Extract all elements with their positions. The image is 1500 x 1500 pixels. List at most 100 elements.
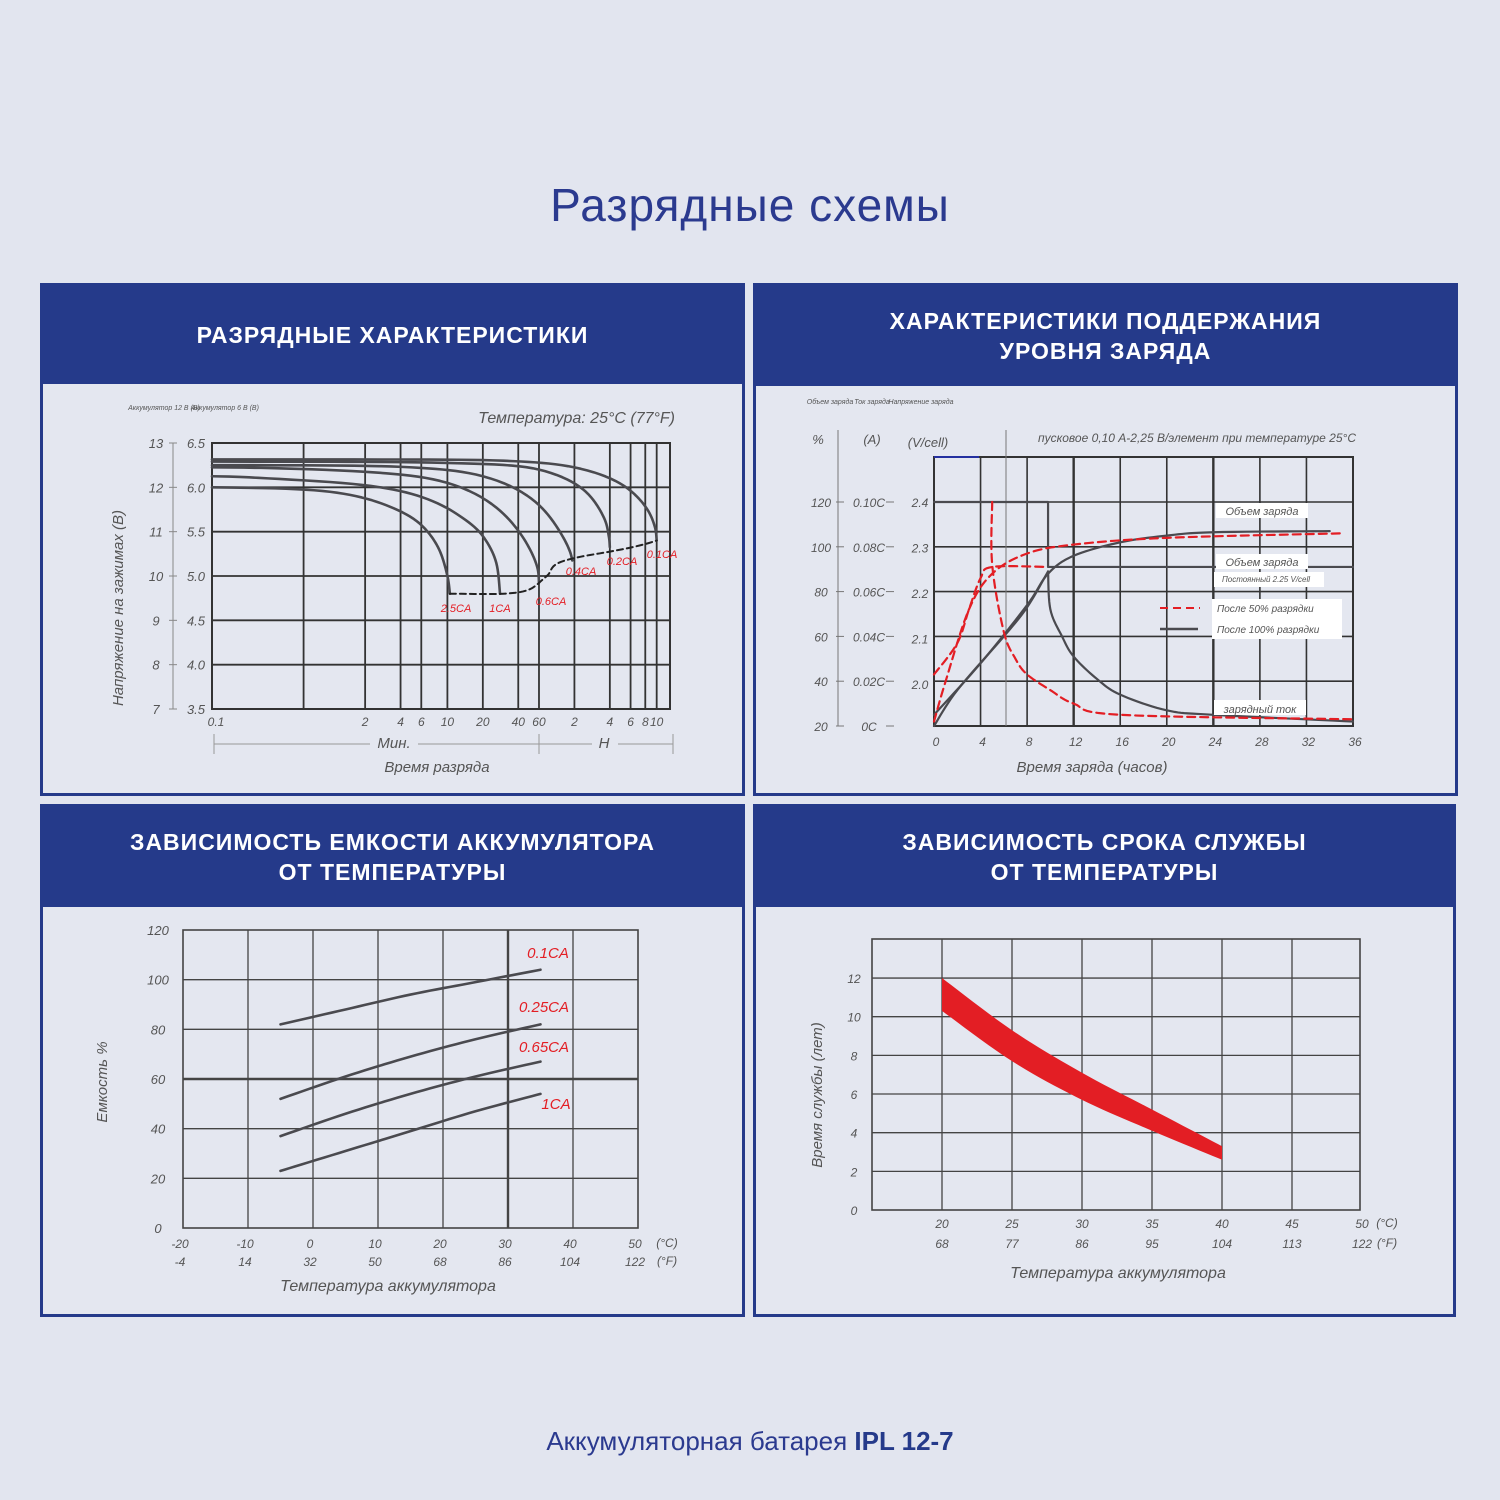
series-label: 2.5CA — [440, 603, 472, 615]
x-axis-label: Температура аккумулятора — [1010, 1265, 1226, 1282]
x-tick-label-fahrenheit: 104 — [1212, 1237, 1232, 1251]
x-tick-label-celsius: 50 — [1355, 1217, 1369, 1231]
charge-annotation: пусковое 0,10 А-2,25 В/элемент при темпе… — [1038, 431, 1356, 445]
y-tick-label: 120 — [147, 923, 169, 938]
x-axis-label: Время заряда (часов) — [1017, 759, 1168, 776]
x-tick-label: 8 — [1026, 735, 1033, 749]
panel-charge: ХАРАКТЕРИСТИКИ ПОДДЕРЖАНИЯ УРОВНЯ ЗАРЯДА — [753, 283, 1458, 796]
panel-title: ЗАВИСИМОСТЬ СРОКА СЛУЖБЫ ОТ ТЕМПЕРАТУРЫ — [756, 807, 1453, 907]
x-tick-label: 8 — [642, 715, 649, 729]
temperature-annotation: Температура: 25°C (77°F) — [478, 410, 675, 427]
service-life-band — [942, 978, 1222, 1160]
panel-discharge: РАЗРЯДНЫЕ ХАРАКТЕРИСТИКИ — [40, 283, 745, 796]
x-tick-label-celsius: 30 — [1075, 1217, 1089, 1231]
series-label: 0.1CA — [527, 945, 569, 962]
x-tick-label-celsius: 20 — [934, 1217, 949, 1231]
axis-unit: (A) — [863, 432, 880, 447]
x-tick-label-fahrenheit: 95 — [1145, 1237, 1159, 1251]
x-tick-label: 60 — [532, 715, 546, 729]
charge-curve-voltage — [932, 565, 1050, 676]
discharge-curve-0.4CA — [210, 463, 574, 562]
series-label: 1CA — [541, 1096, 570, 1113]
x-unit-celsius: (°C) — [1376, 1216, 1397, 1230]
y-axis-label: Емкость % — [94, 1041, 111, 1122]
x-axis-label: Температура аккумулятора — [280, 1278, 496, 1295]
x-unit-hours: H — [599, 735, 610, 752]
x-tick-label: 32 — [1302, 735, 1316, 749]
y-tick-label-6v: 4.5 — [187, 613, 206, 628]
charge-curve-charge — [932, 532, 1343, 723]
x-tick-label-fahrenheit: 122 — [1352, 1237, 1372, 1251]
x-tick-label-fahrenheit: 32 — [303, 1255, 317, 1269]
panel-life-temp: ЗАВИСИМОСТЬ СРОКА СЛУЖБЫ ОТ ТЕМПЕРАТУРЫ — [753, 804, 1456, 1317]
legend-background — [1212, 599, 1342, 639]
y-tick-label: 60 — [151, 1072, 166, 1087]
page-title: Разрядные схемы — [550, 179, 950, 231]
x-tick-label-fahrenheit: 14 — [238, 1255, 252, 1269]
x-tick-label: 4 — [397, 715, 404, 729]
y-tick-label-12v: 11 — [149, 525, 163, 540]
panel-title: ХАРАКТЕРИСТИКИ ПОДДЕРЖАНИЯ УРОВНЯ ЗАРЯДА — [756, 286, 1455, 386]
x-tick-label: 2 — [361, 715, 369, 729]
y-tick-label-12v: 7 — [152, 702, 160, 717]
series-label: 0.6CA — [536, 596, 567, 608]
curve-label: Объем заряда — [1226, 557, 1299, 569]
discharge-curve-1CA — [210, 474, 502, 596]
capacity-curve-1CA — [279, 1092, 542, 1173]
x-tick-label: 28 — [1254, 735, 1269, 749]
y-tick-label-12v: 9 — [152, 613, 159, 628]
x-tick-label-fahrenheit: 86 — [498, 1255, 512, 1269]
y-tick-label-6v: 5.0 — [187, 569, 206, 584]
x-tick-label: 40 — [512, 715, 526, 729]
y-tick-label: 100 — [147, 973, 169, 988]
x-tick-label: 0.1 — [208, 715, 225, 729]
y-tick-label: 6 — [851, 1088, 858, 1102]
legend-label: После 100% разрядки — [1217, 625, 1320, 636]
x-tick-label-celsius: 40 — [563, 1237, 577, 1251]
y-tick-label-12v: 10 — [149, 569, 164, 584]
x-tick-label-celsius: 10 — [368, 1237, 382, 1251]
x-tick-label-celsius: 30 — [498, 1237, 512, 1251]
y-tick-label-percent: 120 — [811, 496, 831, 510]
discharge-curve-2.5CA — [210, 486, 452, 596]
y-tick-label-current: 0.04C — [853, 630, 885, 644]
x-axis-label: Время разряда — [384, 759, 489, 776]
y-tick-label-percent: 40 — [814, 675, 828, 689]
curve-label: Постоянный 2.25 V/cell — [1222, 575, 1310, 584]
x-tick-label-celsius: 0 — [307, 1237, 314, 1251]
x-tick-label: 20 — [475, 715, 490, 729]
y-tick-label: 2 — [850, 1165, 858, 1179]
axis-header: Аккумулятор 6 В (В) — [190, 405, 259, 412]
x-tick-label-fahrenheit: 104 — [560, 1255, 580, 1269]
y-tick-label-current: 0.10C — [853, 496, 885, 510]
x-tick-label: 20 — [1161, 735, 1176, 749]
y-tick-label-12v: 13 — [149, 436, 164, 451]
x-tick-label: 4 — [979, 735, 986, 749]
y-tick-label-voltage: 2.4 — [911, 496, 929, 510]
y-tick-label-6v: 3.5 — [187, 702, 206, 717]
y-axis-label: Напряжение на зажимах (В) — [110, 510, 127, 706]
y-tick-label: 20 — [150, 1171, 166, 1186]
y-tick-label-6v: 6.0 — [187, 480, 206, 495]
charge-curve-voltage_rise — [932, 570, 1050, 728]
capacity-curve-0.65CA — [279, 1060, 542, 1138]
y-tick-label: 10 — [847, 1011, 861, 1025]
y-tick-label-percent: 20 — [813, 720, 828, 734]
x-tick-label-celsius: 40 — [1215, 1217, 1229, 1231]
y-tick-label-percent: 80 — [814, 586, 828, 600]
series-label: 0.2CA — [607, 556, 638, 568]
x-tick-label-fahrenheit: 68 — [433, 1255, 447, 1269]
axis-header: Ток заряда — [854, 398, 890, 406]
discharge-curve-0.2CA — [210, 460, 612, 549]
y-tick-label-voltage: 2.3 — [911, 542, 929, 556]
y-tick-label-6v: 4.0 — [187, 658, 206, 673]
y-tick-label-6v: 6.5 — [187, 436, 206, 451]
series-label: 0.4CA — [566, 566, 597, 578]
y-tick-label-current: 0.02C — [853, 675, 885, 689]
charge-curve-voltage — [932, 500, 1355, 569]
x-tick-label: 10 — [441, 715, 455, 729]
y-tick-label: 0 — [154, 1221, 162, 1236]
x-unit-celsius: (°C) — [656, 1236, 677, 1250]
panel-title: РАЗРЯДНЫЕ ХАРАКТЕРИСТИКИ — [43, 286, 742, 384]
